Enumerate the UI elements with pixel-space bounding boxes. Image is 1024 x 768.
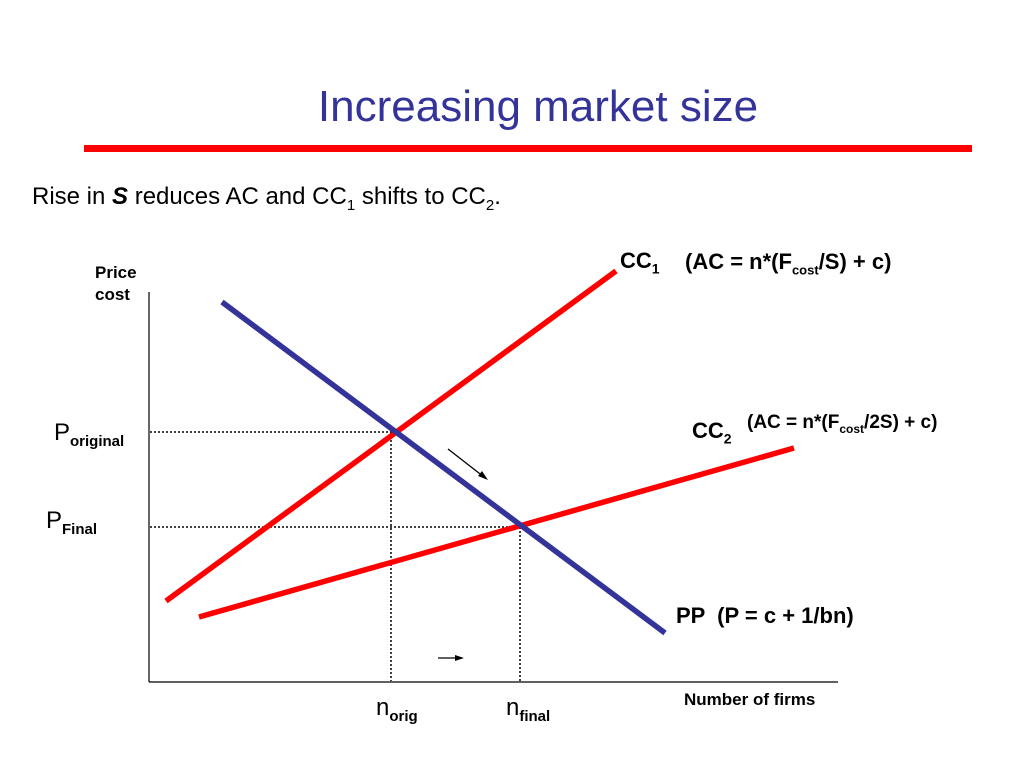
pp-label: PP (P = c + 1/bn): [676, 603, 854, 628]
cc1-eq-pre: (AC = n*(F: [685, 249, 792, 274]
subtitle-sub1: 1: [346, 196, 356, 214]
p-final-base: P: [46, 507, 63, 534]
subtitle-mid: reduces AC and CC: [128, 183, 347, 210]
cc1-label: CC1: [620, 248, 660, 276]
n-final-sub: final: [519, 707, 551, 725]
n-orig-base: n: [376, 694, 390, 721]
p-final-label: PFinal: [46, 507, 97, 538]
subtitle: Rise in S reduces AC and CC1 shifts to C…: [32, 183, 501, 214]
cc2-equation: (AC = n*(Fcost/2S) + c): [747, 412, 937, 436]
n-final-label: nfinal: [506, 694, 550, 725]
y-axis-label-line2: cost: [95, 285, 130, 304]
n-orig-label: norig: [376, 694, 418, 725]
p-original-sub: original: [70, 432, 125, 450]
cc2-label: CC2: [692, 418, 732, 446]
cc2-name-sub: 2: [723, 430, 732, 447]
cc1-name-base: CC: [620, 248, 652, 273]
y-axis-label: Price cost: [95, 262, 137, 306]
cc2-eq-pre: (AC = n*(F: [747, 412, 840, 433]
cc1-curve: [164, 268, 618, 604]
cc1-eq-post: /S) + c): [818, 249, 892, 274]
subtitle-post: shifts to CC: [355, 183, 486, 210]
p-final-sub: Final: [62, 520, 98, 538]
cc1-equation: (AC = n*(Fcost/S) + c): [685, 249, 891, 277]
subtitle-pre: Rise in: [32, 183, 113, 210]
cc2-curve: [198, 445, 795, 620]
n-orig-sub: orig: [389, 707, 418, 725]
cc1-eq-sub: cost: [791, 262, 819, 278]
cc2-eq-post: /2S) + c): [864, 412, 938, 433]
pp-curve: [220, 299, 667, 636]
p-original-base: P: [54, 419, 71, 446]
title-underline: [84, 145, 972, 152]
diagonal-shift-arrow: [447, 448, 485, 478]
cc2-eq-sub: cost: [839, 421, 865, 436]
cc2-name-base: CC: [692, 418, 724, 443]
x-axis-label: Number of firms: [684, 690, 816, 709]
subtitle-end: .: [494, 183, 501, 210]
slide-title: Increasing market size: [317, 82, 759, 131]
horizontal-arrowhead: [455, 655, 464, 661]
diagonal-arrowhead: [478, 471, 488, 480]
p-original-label: Poriginal: [54, 419, 124, 450]
y-axis-label-line1: Price: [95, 263, 137, 282]
n-final-base: n: [506, 694, 520, 721]
subtitle-var: S: [112, 183, 129, 210]
subtitle-sub2: 2: [485, 196, 495, 214]
cc1-name-sub: 1: [651, 260, 660, 277]
